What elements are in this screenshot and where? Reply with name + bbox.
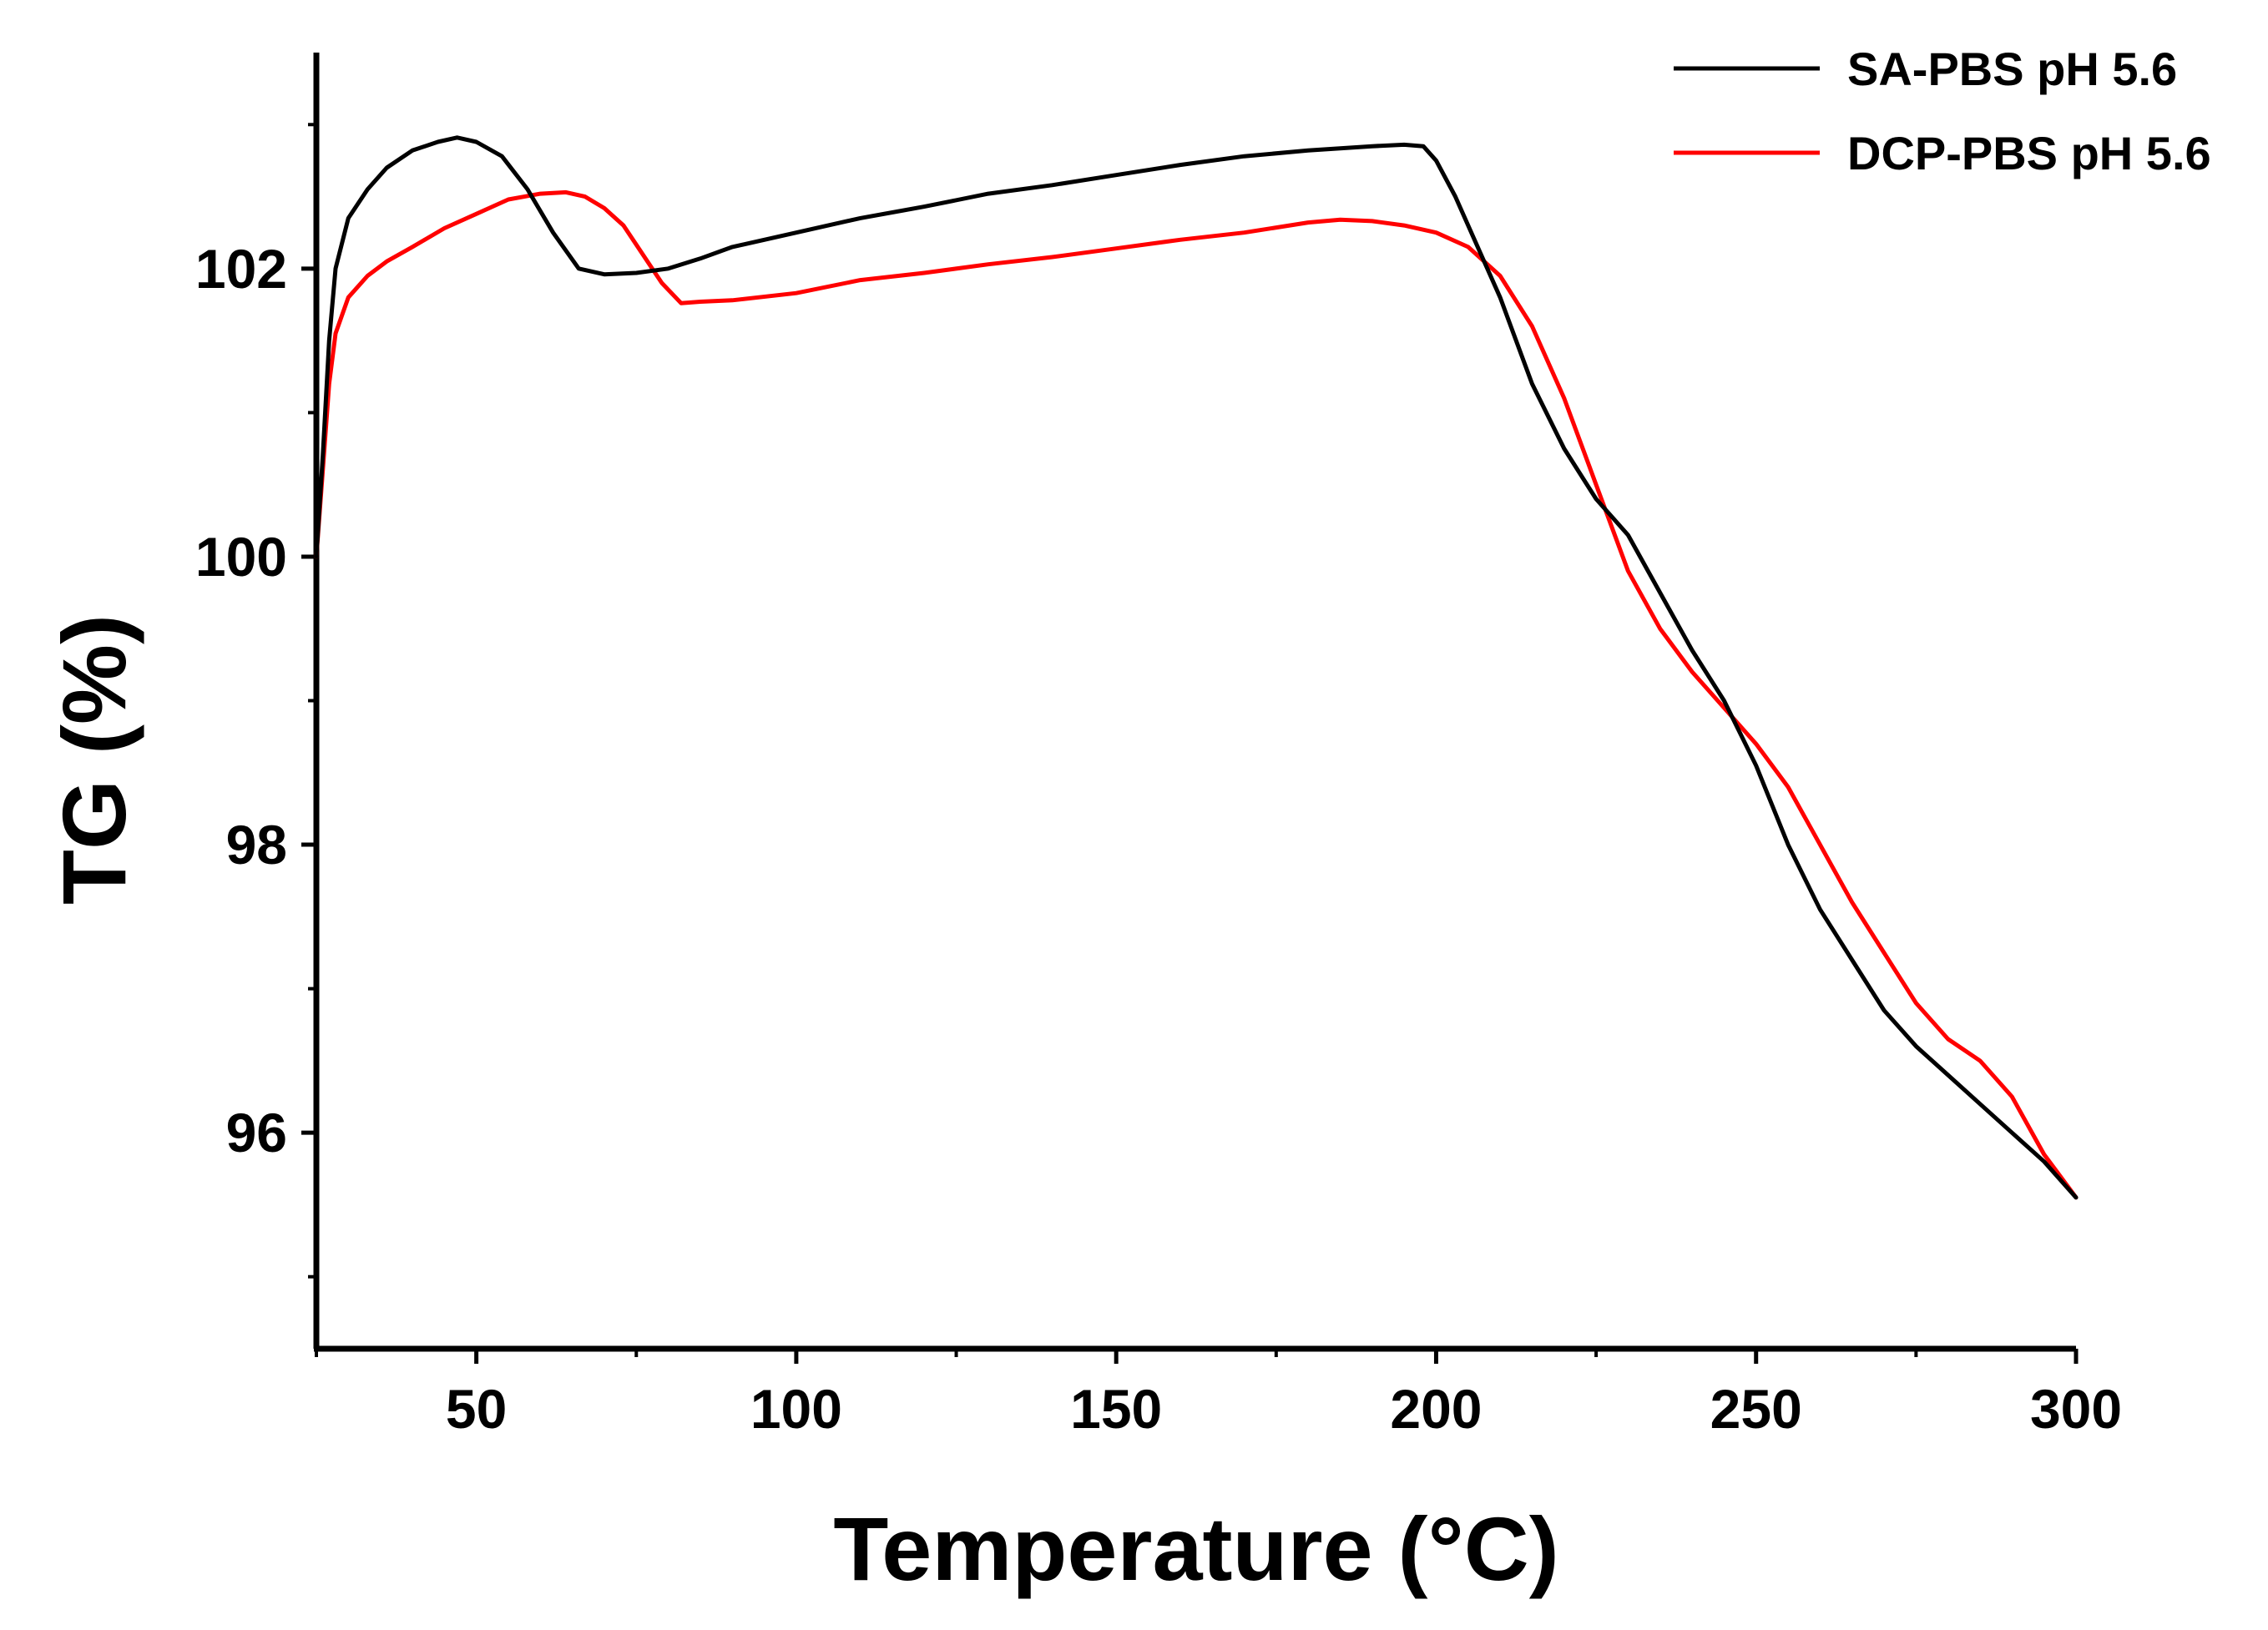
x-tick-label: 100: [750, 1378, 842, 1440]
y-tick-label: 98: [226, 814, 287, 876]
x-tick-label: 250: [1710, 1378, 1802, 1440]
y-axis-title: TG (%): [43, 614, 144, 905]
ticks: [301, 123, 2079, 1364]
x-tick-label: 300: [2030, 1378, 2122, 1440]
y-tick-label: 96: [226, 1102, 287, 1163]
x-axis-title: Temperature (°C): [833, 1498, 1558, 1599]
legend: SA-PBS pH 5.6 DCP-PBS pH 5.6: [1674, 43, 2211, 179]
axes: [313, 53, 2076, 1352]
x-tick-label: 150: [1070, 1378, 1162, 1440]
series-line-dcp-pbs: [314, 189, 2079, 1200]
legend-label-sa-pbs: SA-PBS pH 5.6: [1847, 43, 2177, 95]
legend-label-dcp-pbs: DCP-PBS pH 5.6: [1847, 127, 2211, 179]
series-line-sa-pbs: [314, 135, 2079, 1200]
x-tick-label: 50: [446, 1378, 507, 1440]
x-tick-label: 200: [1390, 1378, 1482, 1440]
series-layer: [314, 135, 2079, 1200]
y-tick-label: 100: [195, 526, 287, 588]
tick-labels: 50 100 150 200 250 300 96 98 100 102: [195, 238, 2122, 1440]
y-tick-label: 102: [195, 238, 287, 300]
